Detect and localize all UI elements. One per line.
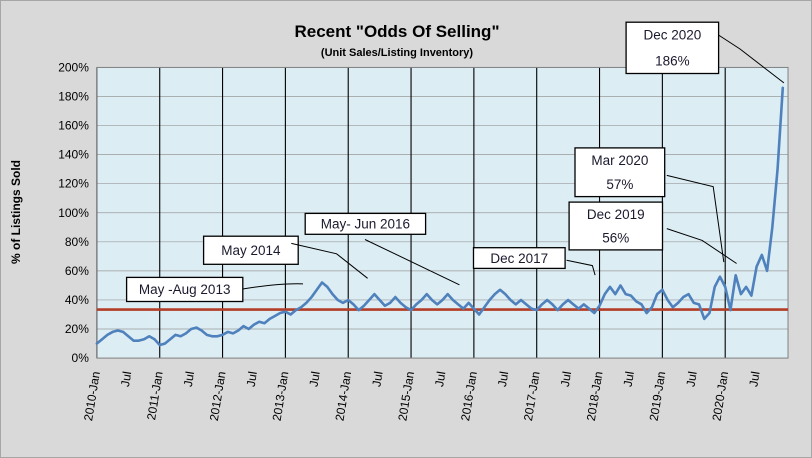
svg-text:Jul: Jul — [495, 370, 511, 387]
svg-text:Dec 2017: Dec 2017 — [490, 251, 548, 266]
svg-text:Jul: Jul — [118, 370, 134, 387]
svg-text:120%: 120% — [58, 177, 89, 191]
svg-text:0%: 0% — [72, 351, 90, 365]
svg-text:Jul: Jul — [244, 370, 260, 387]
svg-text:20%: 20% — [65, 322, 89, 336]
svg-text:60%: 60% — [65, 264, 89, 278]
svg-text:Jul: Jul — [307, 370, 323, 387]
svg-text:57%: 57% — [606, 177, 633, 192]
svg-text:180%: 180% — [58, 90, 89, 104]
svg-text:(Unit Sales/Listing Inventory): (Unit Sales/Listing Inventory) — [321, 47, 474, 59]
svg-text:56%: 56% — [602, 231, 629, 246]
svg-text:% of Listings Sold: % of Listings Sold — [9, 160, 23, 264]
svg-text:Dec 2019: Dec 2019 — [587, 207, 645, 222]
svg-text:Jul: Jul — [746, 370, 762, 387]
svg-text:80%: 80% — [65, 235, 89, 249]
svg-text:May- Jun 2016: May- Jun 2016 — [321, 217, 410, 232]
svg-text:Jul: Jul — [181, 370, 197, 387]
svg-text:Jul: Jul — [684, 370, 700, 387]
svg-text:May 2014: May 2014 — [221, 243, 281, 258]
svg-text:40%: 40% — [65, 293, 89, 307]
svg-text:Jul: Jul — [558, 370, 574, 387]
svg-text:100%: 100% — [58, 206, 89, 220]
svg-text:160%: 160% — [58, 119, 89, 133]
svg-text:May -Aug 2013: May -Aug 2013 — [139, 282, 231, 297]
svg-text:186%: 186% — [655, 53, 690, 68]
svg-text:200%: 200% — [58, 60, 89, 74]
svg-text:Jul: Jul — [621, 370, 637, 387]
svg-text:Mar 2020: Mar 2020 — [591, 153, 648, 168]
svg-text:Jul: Jul — [432, 370, 448, 387]
svg-text:Dec 2020: Dec 2020 — [644, 28, 702, 43]
svg-text:Recent "Odds Of Selling": Recent "Odds Of Selling" — [294, 22, 499, 41]
svg-text:140%: 140% — [58, 148, 89, 162]
svg-text:Jul: Jul — [369, 370, 385, 387]
